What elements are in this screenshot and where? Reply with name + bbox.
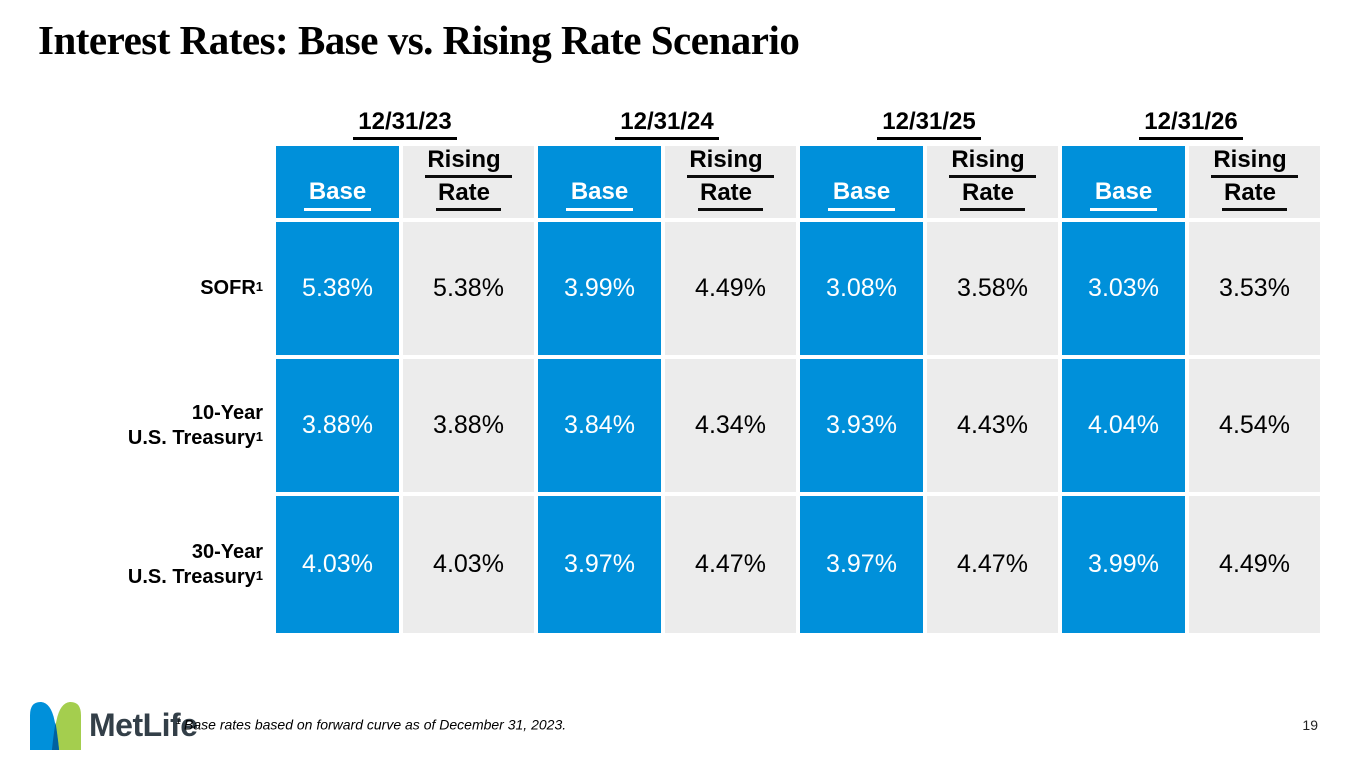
page-number: 19 [1302,717,1318,733]
table-cell-sofr-base: 5.38% [276,222,399,355]
column-header-label: Base [303,177,372,211]
column-header-label: Rising [425,145,512,178]
column-header-base: Base [1062,146,1185,218]
footnote-marker: 1 [255,567,263,583]
table-cell-sofr-base: 3.99% [538,222,661,355]
table-cell-sofr-rising: 3.53% [1189,222,1320,355]
row-label-text: U.S. Treasury [127,565,256,588]
column-header-label: Rising [1211,145,1298,178]
column-header-rising-rate: Rising Rate [403,146,534,218]
footnote-sup: 1 [176,716,182,726]
footnote-text: Base rates based on forward curve as of … [184,716,567,733]
row-label-10yr-treasury: 10-Year U.S. Treasury1 [35,359,272,492]
row-label-text: 30-Year [191,540,263,563]
date-header-label: 12/31/26 [1139,108,1243,140]
date-header: 12/31/25 [800,106,1058,142]
table-cell-10yr-base: 3.88% [276,359,399,492]
column-header-label: Base [827,177,896,211]
column-header-label: Rate [435,178,502,211]
table-cell-10yr-rising: 4.43% [927,359,1058,492]
column-header-label: Base [1089,177,1158,211]
row-label-text: U.S. Treasury [127,426,256,449]
column-header-label: Rate [697,178,764,211]
column-header-label: Rising [687,145,774,178]
table-cell-10yr-base: 4.04% [1062,359,1185,492]
column-header-rising-rate: Rising Rate [927,146,1058,218]
table-cell-10yr-rising: 3.88% [403,359,534,492]
table-cell-sofr-rising: 4.49% [665,222,796,355]
date-header: 12/31/26 [1062,106,1320,142]
row-label-30yr-treasury: 30-Year U.S. Treasury1 [35,496,272,633]
table-cell-10yr-base: 3.84% [538,359,661,492]
table-cell-10yr-rising: 4.54% [1189,359,1320,492]
table-cell-30yr-base: 3.99% [1062,496,1185,633]
interest-rate-table: 12/31/23 12/31/24 12/31/25 12/31/26 Base… [35,106,1320,633]
table-cell-30yr-base: 3.97% [800,496,923,633]
column-header-rising-rate: Rising Rate [665,146,796,218]
footnote: 1 Base rates based on forward curve as of… [176,716,566,733]
column-header-label: Rate [959,178,1026,211]
table-cell-sofr-rising: 5.38% [403,222,534,355]
table-cell-sofr-base: 3.08% [800,222,923,355]
date-header-label: 12/31/23 [353,108,457,140]
table-cell-30yr-rising: 4.47% [927,496,1058,633]
table-cell-10yr-base: 3.93% [800,359,923,492]
row-label-text: SOFR [200,277,256,299]
metlife-wordmark: MetLife [89,707,198,743]
table-cell-30yr-base: 3.97% [538,496,661,633]
footnote-marker: 1 [255,279,263,294]
column-header-label: Rate [1221,178,1288,211]
metlife-logo: MetLife [30,699,198,750]
table-cell-sofr-base: 3.03% [1062,222,1185,355]
table-cell-30yr-rising: 4.47% [665,496,796,633]
column-header-label: Rising [949,145,1036,178]
date-header: 12/31/24 [538,106,796,142]
table-cell-sofr-rising: 3.58% [927,222,1058,355]
table-cell-30yr-rising: 4.49% [1189,496,1320,633]
date-header-label: 12/31/25 [877,108,981,140]
table-cell-30yr-rising: 4.03% [403,496,534,633]
table-cell-30yr-base: 4.03% [276,496,399,633]
column-header-base: Base [276,146,399,218]
date-header: 12/31/23 [276,106,534,142]
metlife-m-icon [30,702,81,750]
row-label-text: 10-Year [191,401,263,424]
column-header-base: Base [538,146,661,218]
page-title: Interest Rates: Base vs. Rising Rate Sce… [38,17,800,63]
column-header-label: Base [565,177,634,211]
date-header-label: 12/31/24 [615,108,719,140]
table-cell-10yr-rising: 4.34% [665,359,796,492]
row-label-sofr: SOFR1 [35,222,272,355]
column-header-base: Base [800,146,923,218]
column-header-rising-rate: Rising Rate [1189,146,1320,218]
footnote-marker: 1 [255,428,263,444]
